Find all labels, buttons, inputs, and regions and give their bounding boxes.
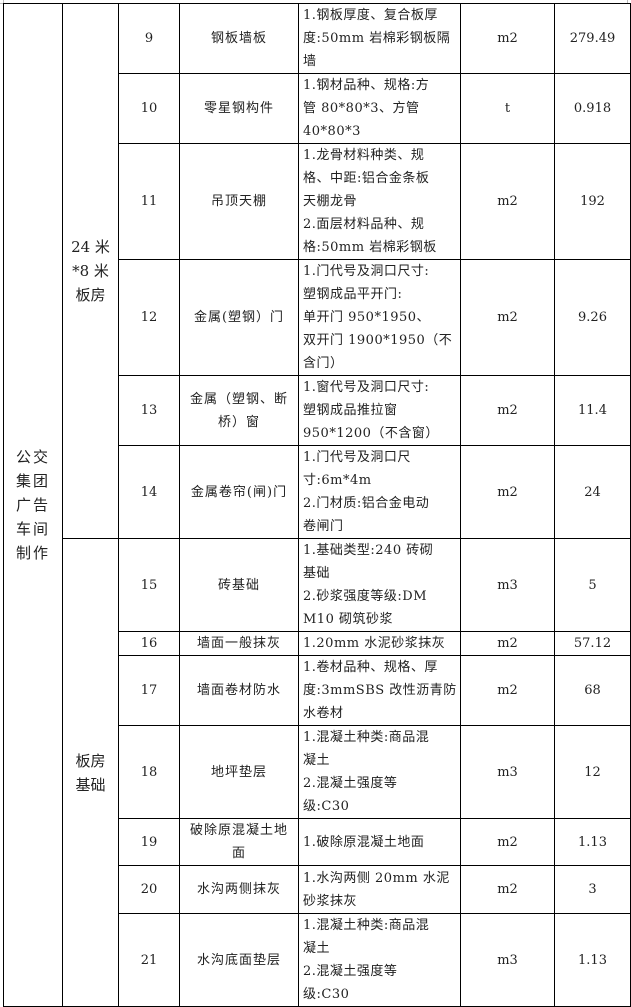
table-row: 板房 基础 15 砖基础 1.基础类型:240 砖砌 基础 2.砂浆强度等级:DM M… bbox=[4, 538, 631, 1007]
item-number-cell: 18 bbox=[118, 725, 180, 819]
item-name-cell: 零星钢构件 bbox=[179, 73, 299, 144]
quantity-cell: 1.13 bbox=[554, 818, 631, 866]
unit-cell: m3 bbox=[460, 725, 555, 819]
item-description-cell: 1.门代号及洞口尺寸: 塑钢成品平开门: 单开门 950*1950、 双开门 1… bbox=[298, 259, 461, 376]
item-description-cell: 1.钢板厚度、复合板厚 度:50mm 岩棉彩钢板隔 墙 bbox=[298, 3, 461, 74]
table-row: 21 水沟底面垫层 1.混凝土种类:商品混 凝土 2.混凝土强度等 级:C30 m3 1… bbox=[4, 913, 631, 1007]
group-label-cell: 公交 集团 广告 车间 制作 bbox=[3, 3, 63, 1007]
table-row: 10 零星钢构件 1.钢材品种、规格:方 管 80*80*3、方管 40*80*3 t… bbox=[4, 73, 631, 144]
item-description-cell: 1.卷材品种、规格、厚 度:3mmSBS 改性沥青防 水卷材 bbox=[298, 655, 461, 726]
item-description-cell: 1.窗代号及洞口尺寸: 塑钢成品推拉窗 950*1200（不含窗） bbox=[298, 375, 461, 446]
unit-cell: t bbox=[460, 73, 555, 144]
item-name-cell: 地坪垫层 bbox=[179, 725, 299, 819]
quantity-cell: 24 bbox=[554, 445, 631, 539]
quantity-cell: 9.26 bbox=[554, 259, 631, 376]
table-row: 11 吊顶天棚 1.龙骨材料种类、规 格、中距:铝合金条板 天棚龙骨 2.面层材料品… bbox=[4, 143, 631, 260]
item-name-cell: 吊顶天棚 bbox=[179, 143, 299, 260]
item-description-cell: 1.混凝土种类:商品混 凝土 2.混凝土强度等 级:C30 bbox=[298, 913, 461, 1007]
item-description-cell: 1.水沟两侧 20mm 水泥 砂浆抹灰 bbox=[298, 865, 461, 914]
item-name-cell: 金属（塑钢、断 桥）窗 bbox=[179, 375, 299, 446]
table-row: 17 墙面卷材防水 1.卷材品种、规格、厚 度:3mmSBS 改性沥青防 水卷材 m2… bbox=[4, 655, 631, 726]
quantity-cell: 192 bbox=[554, 143, 631, 260]
quantity-cell: 11.4 bbox=[554, 375, 631, 446]
quantity-cell: 1.13 bbox=[554, 913, 631, 1007]
table-row: 20 水沟两侧抹灰 1.水沟两侧 20mm 水泥 砂浆抹灰 m2 3 bbox=[4, 865, 631, 914]
item-description-cell: 1.钢材品种、规格:方 管 80*80*3、方管 40*80*3 bbox=[298, 73, 461, 144]
unit-cell: m2 bbox=[460, 655, 555, 726]
table-row: 16 墙面一般抹灰 1.20mm 水泥砂浆抹灰 m2 57.12 bbox=[4, 631, 631, 656]
table-row: 14 金属卷帘(闸)门 1.门代号及洞口尺 寸:6m*4m 2.门材质:铝合金电动 … bbox=[4, 445, 631, 539]
table-row: 公交 集团 广告 车间 制作 24 米 *8 米 板房 9 钢板墙板 1.钢板厚度、复合… bbox=[3, 3, 631, 1007]
item-name-cell: 钢板墙板 bbox=[179, 3, 299, 74]
item-name-cell: 砖基础 bbox=[179, 538, 299, 632]
item-number-cell: 16 bbox=[118, 631, 180, 656]
item-name-cell: 墙面一般抹灰 bbox=[179, 631, 299, 656]
subgroup-label-cell: 24 米 *8 米 板房 bbox=[62, 3, 119, 539]
quantity-cell: 68 bbox=[554, 655, 631, 726]
unit-cell: m2 bbox=[460, 375, 555, 446]
unit-cell: m3 bbox=[460, 538, 555, 632]
table-row: 19 破除原混凝土地 面 1.破除原混凝土地面 m2 1.13 bbox=[4, 818, 631, 866]
item-description-cell: 1.20mm 水泥砂浆抹灰 bbox=[298, 631, 461, 656]
page-corner-mark bbox=[0, 0, 4, 4]
quantity-cell: 3 bbox=[554, 865, 631, 914]
quantity-cell: 5 bbox=[554, 538, 631, 632]
item-name-cell: 金属(塑钢）门 bbox=[179, 259, 299, 376]
table-row: 13 金属（塑钢、断 桥）窗 1.窗代号及洞口尺寸: 塑钢成品推拉窗 950*120… bbox=[4, 375, 631, 446]
item-description-cell: 1.龙骨材料种类、规 格、中距:铝合金条板 天棚龙骨 2.面层材料品种、规 格:… bbox=[298, 143, 461, 260]
item-number-cell: 20 bbox=[118, 865, 180, 914]
item-number-cell: 10 bbox=[118, 73, 180, 144]
unit-cell: m2 bbox=[460, 631, 555, 656]
item-number-cell: 12 bbox=[118, 259, 180, 376]
item-number-cell: 19 bbox=[118, 818, 180, 866]
item-number-cell: 15 bbox=[118, 538, 180, 632]
bill-of-quantities-table: 公交 集团 广告 车间 制作 24 米 *8 米 板房 9 钢板墙板 1.钢板厚度、复合… bbox=[3, 3, 631, 1007]
unit-cell: m2 bbox=[460, 445, 555, 539]
item-name-cell: 金属卷帘(闸)门 bbox=[179, 445, 299, 539]
quantity-cell: 279.49 bbox=[554, 3, 631, 74]
item-number-cell: 11 bbox=[118, 143, 180, 260]
quantity-cell: 57.12 bbox=[554, 631, 631, 656]
unit-cell: m2 bbox=[460, 259, 555, 376]
unit-cell: m2 bbox=[460, 818, 555, 866]
item-name-cell: 水沟底面垫层 bbox=[179, 913, 299, 1007]
subgroup-label-cell: 板房 基础 bbox=[62, 538, 119, 1007]
item-description-cell: 1.基础类型:240 砖砌 基础 2.砂浆强度等级:DM M10 砌筑砂浆 bbox=[298, 538, 461, 632]
item-description-cell: 1.门代号及洞口尺 寸:6m*4m 2.门材质:铝合金电动 卷闸门 bbox=[298, 445, 461, 539]
item-name-cell: 破除原混凝土地 面 bbox=[179, 818, 299, 866]
item-name-cell: 水沟两侧抹灰 bbox=[179, 865, 299, 914]
item-description-cell: 1.破除原混凝土地面 bbox=[298, 818, 461, 866]
item-name-cell: 墙面卷材防水 bbox=[179, 655, 299, 726]
unit-cell: m2 bbox=[460, 865, 555, 914]
unit-cell: m2 bbox=[460, 3, 555, 74]
item-number-cell: 9 bbox=[118, 3, 180, 74]
unit-cell: m3 bbox=[460, 913, 555, 1007]
item-number-cell: 13 bbox=[118, 375, 180, 446]
quantity-cell: 0.918 bbox=[554, 73, 631, 144]
item-number-cell: 21 bbox=[118, 913, 180, 1007]
quantity-cell: 12 bbox=[554, 725, 631, 819]
unit-cell: m2 bbox=[460, 143, 555, 260]
item-description-cell: 1.混凝土种类:商品混 凝土 2.混凝土强度等 级:C30 bbox=[298, 725, 461, 819]
item-number-cell: 17 bbox=[118, 655, 180, 726]
table-row: 12 金属(塑钢）门 1.门代号及洞口尺寸: 塑钢成品平开门: 单开门 950*19… bbox=[4, 259, 631, 376]
item-number-cell: 14 bbox=[118, 445, 180, 539]
